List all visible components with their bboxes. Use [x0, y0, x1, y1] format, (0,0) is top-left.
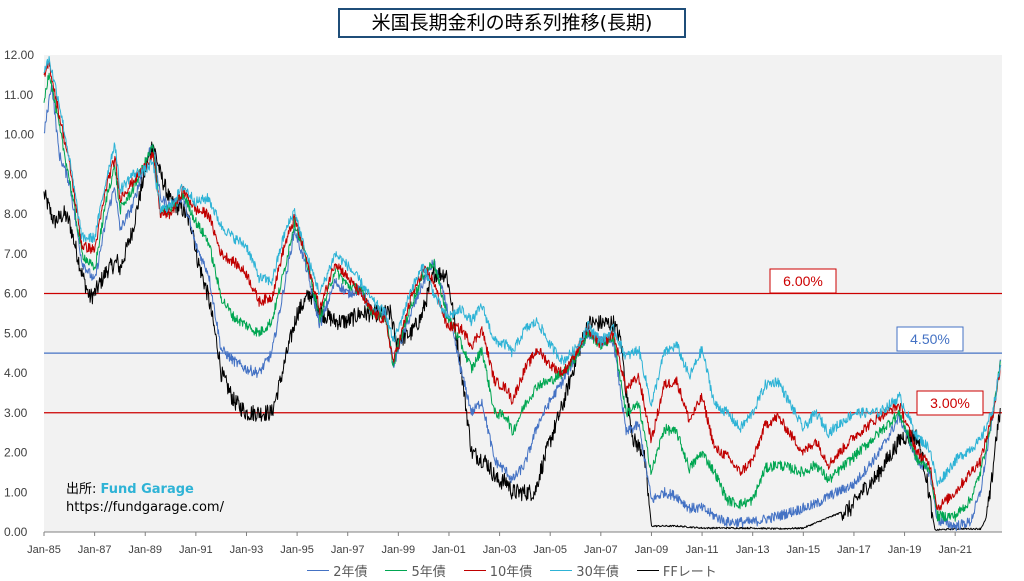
- y-tick-label: 8.00: [4, 207, 28, 221]
- legend-swatch: [636, 569, 659, 571]
- y-tick-label: 12.00: [4, 48, 34, 62]
- source-line: 出所: Fund Garage: [66, 478, 194, 497]
- y-tick-label: 1.00: [4, 485, 28, 499]
- legend-swatch: [550, 569, 573, 571]
- x-tick-label: Jan-91: [179, 544, 213, 556]
- legend-item: 5年債: [385, 560, 446, 580]
- y-axis: 0.00 1.00 2.00 3.00 4.00 5.00 6.00 7.00 8.00 9.00…: [4, 48, 34, 539]
- x-tick-label: Jan-09: [635, 544, 669, 556]
- x-tick-label: Jan-85: [27, 544, 61, 556]
- x-tick-label: Jan-13: [736, 544, 770, 556]
- x-tick-label: Jan-11: [686, 544, 719, 556]
- y-tick-label: 2.00: [4, 446, 28, 460]
- x-tick-label: Jan-05: [533, 544, 567, 556]
- y-tick-label: 10.00: [4, 128, 34, 142]
- x-tick-label: Jan-17: [837, 544, 871, 556]
- x-tick-label: Jan-99: [382, 544, 416, 556]
- legend-item: 2年債: [307, 560, 367, 580]
- y-tick-label: 4.00: [4, 366, 28, 380]
- reference-label-box: [916, 390, 984, 416]
- y-tick-label: 6.00: [4, 287, 28, 301]
- x-tick-label: Jan-89: [128, 544, 162, 556]
- x-tick-label: Jan-03: [483, 544, 517, 556]
- x-tick-label: Jan-93: [230, 544, 264, 556]
- x-tick-label: Jan-87: [78, 544, 112, 556]
- series-line-0: [43, 84, 1002, 532]
- series-line-3: [43, 56, 1002, 487]
- reference-labels: 6.00% 4.50% 3.00%: [769, 268, 984, 416]
- y-tick-label: 11.00: [4, 88, 33, 102]
- legend-label: 10年債: [489, 564, 533, 580]
- series-line-2: [43, 60, 1002, 511]
- x-tick-label: Jan-07: [584, 544, 618, 556]
- reference-lines: [44, 292, 1002, 414]
- legend-label: 30年債: [576, 564, 619, 580]
- chart-title: 米国長期金利の時系列推移(長期): [338, 8, 686, 38]
- y-tick-label: 3.00: [4, 406, 28, 420]
- series-lines: [43, 56, 1002, 532]
- legend-swatch: [385, 569, 408, 571]
- reference-label-box: [896, 326, 964, 352]
- x-tick-label: Jan-19: [888, 544, 922, 556]
- legend-label: 5年債: [411, 564, 446, 580]
- legend-label: 2年債: [333, 564, 368, 580]
- x-tick-label: Jan-97: [331, 544, 365, 556]
- legend-item: 30年債: [550, 560, 619, 580]
- reference-label-box: [769, 268, 837, 294]
- reference-label: 6.00%: [783, 273, 823, 289]
- source-label: 出所:: [66, 482, 97, 497]
- legend-swatch: [307, 569, 330, 571]
- x-tick-label: Jan-01: [432, 544, 466, 556]
- source-name: Fund Garage: [100, 482, 194, 497]
- reference-label: 4.50%: [910, 331, 950, 347]
- y-tick-label: 5.00: [4, 326, 28, 340]
- legend-item: 10年債: [463, 560, 533, 580]
- source-url[interactable]: https://fundgarage.com/: [66, 500, 224, 515]
- legend-swatch: [463, 569, 486, 571]
- series-line-4: [43, 141, 1001, 531]
- reference-label: 3.00%: [930, 395, 970, 411]
- legend-item: FFレート: [636, 560, 717, 580]
- x-axis: Jan-85 Jan-87 Jan-89 Jan-91 Jan-93 Jan-95 Jan-…: [27, 531, 1002, 556]
- legend: 2年債 5年債 10年債 30年債 FFレート: [0, 560, 1024, 580]
- x-tick-label: Jan-15: [786, 544, 820, 556]
- y-tick-label: 9.00: [4, 167, 28, 181]
- y-tick-label: 0.00: [4, 525, 28, 539]
- x-tick-label: Jan-21: [938, 544, 972, 556]
- y-tick-label: 7.00: [4, 247, 28, 261]
- x-tick-label: Jan-95: [280, 544, 314, 556]
- legend-label: FFレート: [662, 564, 717, 580]
- series-line-1: [43, 72, 1001, 522]
